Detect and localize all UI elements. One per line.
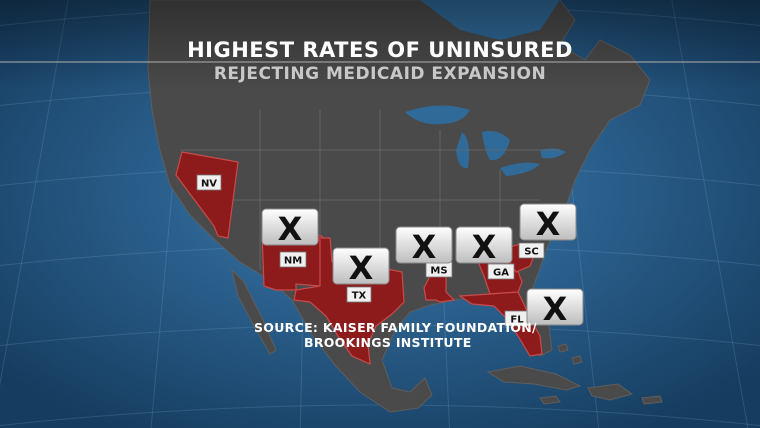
label-sc: SC [518,242,545,259]
label-nm: NM [279,251,307,268]
label-tx: TX [346,286,372,303]
x-badge-ga: X [455,226,513,266]
state-abbr-ga: GA [493,268,509,279]
x-mark-icon: X [472,228,497,266]
x-badges: X X X X X X [261,203,584,328]
x-mark-icon: X [536,205,561,243]
state-abbr-nv: NV [201,179,217,190]
state-abbr-tx: TX [352,291,367,302]
x-badge-fl: X [526,288,584,328]
state-abbr-nm: NM [284,256,302,267]
x-badge-sc: X [519,203,577,243]
x-mark-icon: X [543,290,568,328]
x-badge-ms: X [395,226,453,266]
label-ga: GA [487,263,515,280]
header-shade [0,0,760,90]
x-mark-icon: X [278,210,303,248]
label-nv: NV [196,174,222,191]
x-mark-icon: X [412,228,437,266]
x-mark-icon: X [349,249,374,287]
x-badge-nm: X [261,208,319,248]
state-abbr-sc: SC [524,247,539,258]
x-badge-tx: X [332,247,390,287]
state-abbr-ms: MS [430,266,447,277]
source-line-1: SOURCE: KAISER FAMILY FOUNDATION/ [254,320,537,335]
state-florida [458,291,543,357]
map-subtitle: REJECTING MEDICAID EXPANSION [214,64,546,84]
map-title: HIGHEST RATES OF UNINSURED [187,38,573,62]
source-line-2: BROOKINGS INSTITUTE [304,335,472,350]
state-abbr-fl: FL [510,315,524,326]
state-labels: NV NM TX MS GA SC FL [196,174,545,327]
label-fl: FL [504,310,530,327]
state-nevada [175,151,239,239]
